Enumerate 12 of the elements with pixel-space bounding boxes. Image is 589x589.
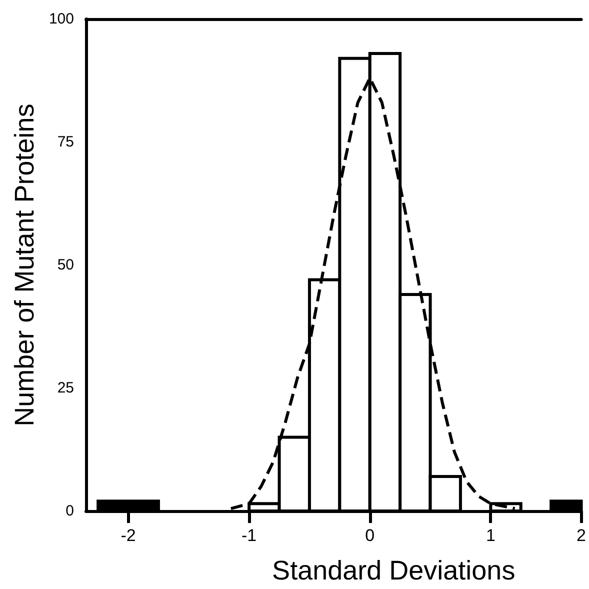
x-axis-title: Standard Deviations bbox=[272, 556, 516, 586]
x-tick-label: -2 bbox=[120, 526, 136, 545]
y-tick-label: 0 bbox=[66, 502, 74, 520]
y-tick-label: 25 bbox=[57, 380, 74, 396]
x-tick-label: 2 bbox=[576, 526, 586, 545]
y-tick-label: 50 bbox=[57, 256, 74, 274]
y-axis-title: Number of Mutant Proteins bbox=[10, 104, 40, 426]
y-tick-label: 100 bbox=[48, 10, 74, 28]
x-tick-label: 0 bbox=[365, 526, 375, 545]
y-tick-label: 75 bbox=[57, 134, 74, 150]
x-tick-label: -1 bbox=[242, 526, 257, 545]
x-tick-label: 1 bbox=[486, 526, 496, 545]
